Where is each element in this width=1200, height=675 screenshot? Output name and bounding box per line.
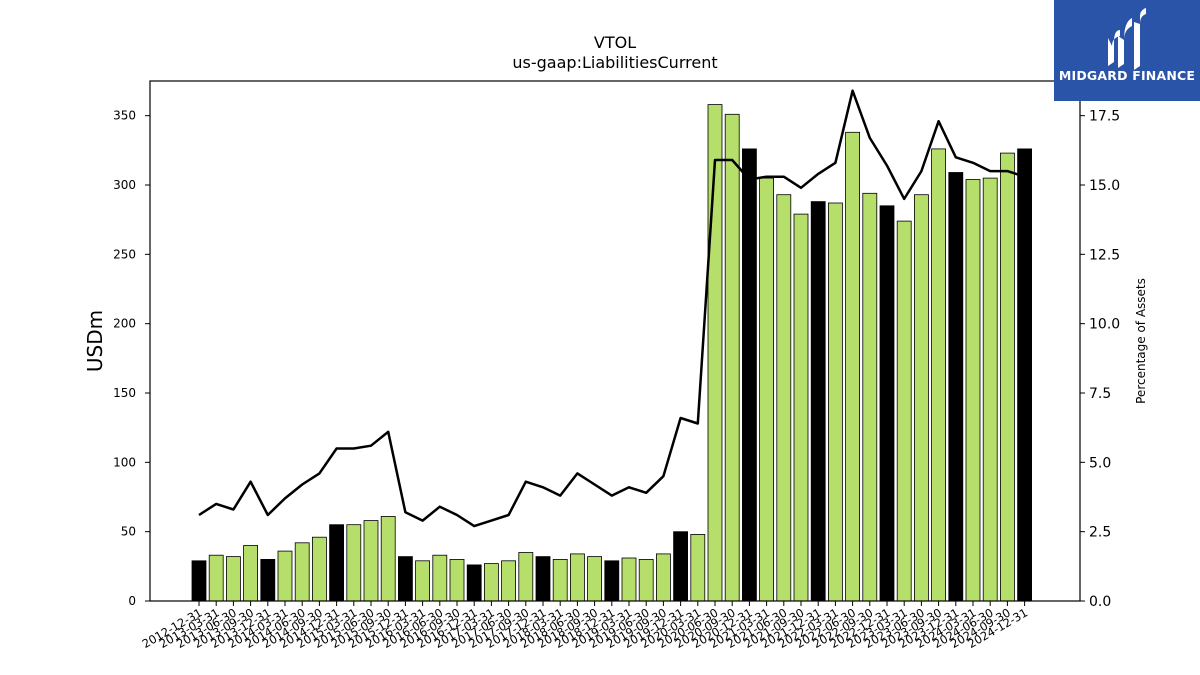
bar (828, 202, 843, 602)
bar (243, 545, 259, 602)
bar (380, 516, 396, 602)
y-tick-label-right: 10.0 (1089, 317, 1120, 333)
bar (587, 556, 602, 602)
bar (518, 552, 534, 602)
bar (896, 220, 912, 602)
y-tick-label-left: 300 (113, 178, 136, 192)
plot-frame (149, 80, 1081, 602)
bar (208, 554, 224, 602)
y-tick-label-left: 200 (113, 317, 136, 331)
bar (982, 177, 998, 602)
midgard-logo-icon (1108, 8, 1146, 70)
bar (466, 564, 482, 602)
bar (879, 205, 895, 602)
y-ticks-left: 0 50 100 150 200 250 300 350 (113, 109, 150, 608)
y-axis-label-right: Percentage of Assets (1134, 278, 1148, 404)
y-tick-label-right: 7.5 (1089, 386, 1111, 402)
bar (191, 560, 207, 602)
logo-text: MIDGARD FINANCE (1058, 68, 1196, 83)
bar (845, 131, 860, 602)
bar (277, 550, 293, 602)
bar (225, 556, 241, 602)
y-tick-label-right: 15.0 (1089, 178, 1120, 194)
bar (690, 534, 706, 602)
bar (397, 556, 413, 602)
y-tick-label-left: 150 (113, 386, 136, 400)
bar (552, 559, 568, 602)
bar (742, 148, 757, 602)
bar (260, 559, 276, 602)
bar (1017, 148, 1032, 602)
bar (948, 172, 964, 602)
bar (638, 559, 654, 602)
chart-subtitle: us-gaap:LiabilitiesCurrent (512, 53, 717, 72)
chart-title: VTOL (594, 33, 636, 52)
x-ticks: 2012-12-312013-03-312013-06-302013-09-30… (140, 601, 1030, 651)
bar (501, 560, 517, 602)
bar (415, 560, 431, 602)
y-tick-label-right: 17.5 (1089, 109, 1120, 125)
bar (656, 553, 671, 602)
y-tick-label-left: 0 (128, 594, 136, 608)
y-tick-label-right: 12.5 (1089, 247, 1120, 263)
bar (759, 177, 774, 602)
bar (329, 524, 345, 602)
line-group (198, 89, 1025, 528)
bar (432, 554, 448, 602)
bar (965, 179, 981, 602)
bar (346, 524, 362, 602)
y-tick-label-right: 2.5 (1089, 525, 1111, 541)
bar (776, 194, 792, 602)
bar (862, 192, 878, 602)
y-tick-label-right: 0.0 (1089, 594, 1111, 610)
y-tick-label-left: 50 (121, 525, 136, 539)
bar (724, 113, 740, 602)
bar (570, 553, 585, 602)
bar (294, 542, 310, 602)
y-tick-label-left: 250 (113, 247, 136, 261)
bar (483, 563, 499, 602)
bar (449, 559, 465, 602)
bar (535, 556, 551, 602)
bar (673, 531, 688, 602)
bar (914, 194, 929, 602)
bars-group (191, 104, 1032, 602)
percentage-line (198, 89, 1025, 528)
midgard-finance-logo: MIDGARD FINANCE (1054, 0, 1200, 101)
y-tick-label-left: 350 (113, 109, 136, 123)
bar (810, 201, 826, 602)
bar (621, 557, 637, 602)
bar (363, 520, 379, 602)
y-tick-label-left: 100 (113, 455, 136, 469)
y-axis-label-left: USDm (83, 310, 107, 372)
bar (1000, 152, 1015, 602)
y-ticks-right: 0.0 2.5 5.0 7.5 10.0 12.5 15.0 17.5 (1080, 109, 1120, 610)
y-tick-label-right: 5.0 (1089, 455, 1111, 471)
bar (604, 560, 620, 602)
bar (931, 148, 946, 602)
bar (793, 213, 809, 602)
bar (311, 536, 327, 602)
